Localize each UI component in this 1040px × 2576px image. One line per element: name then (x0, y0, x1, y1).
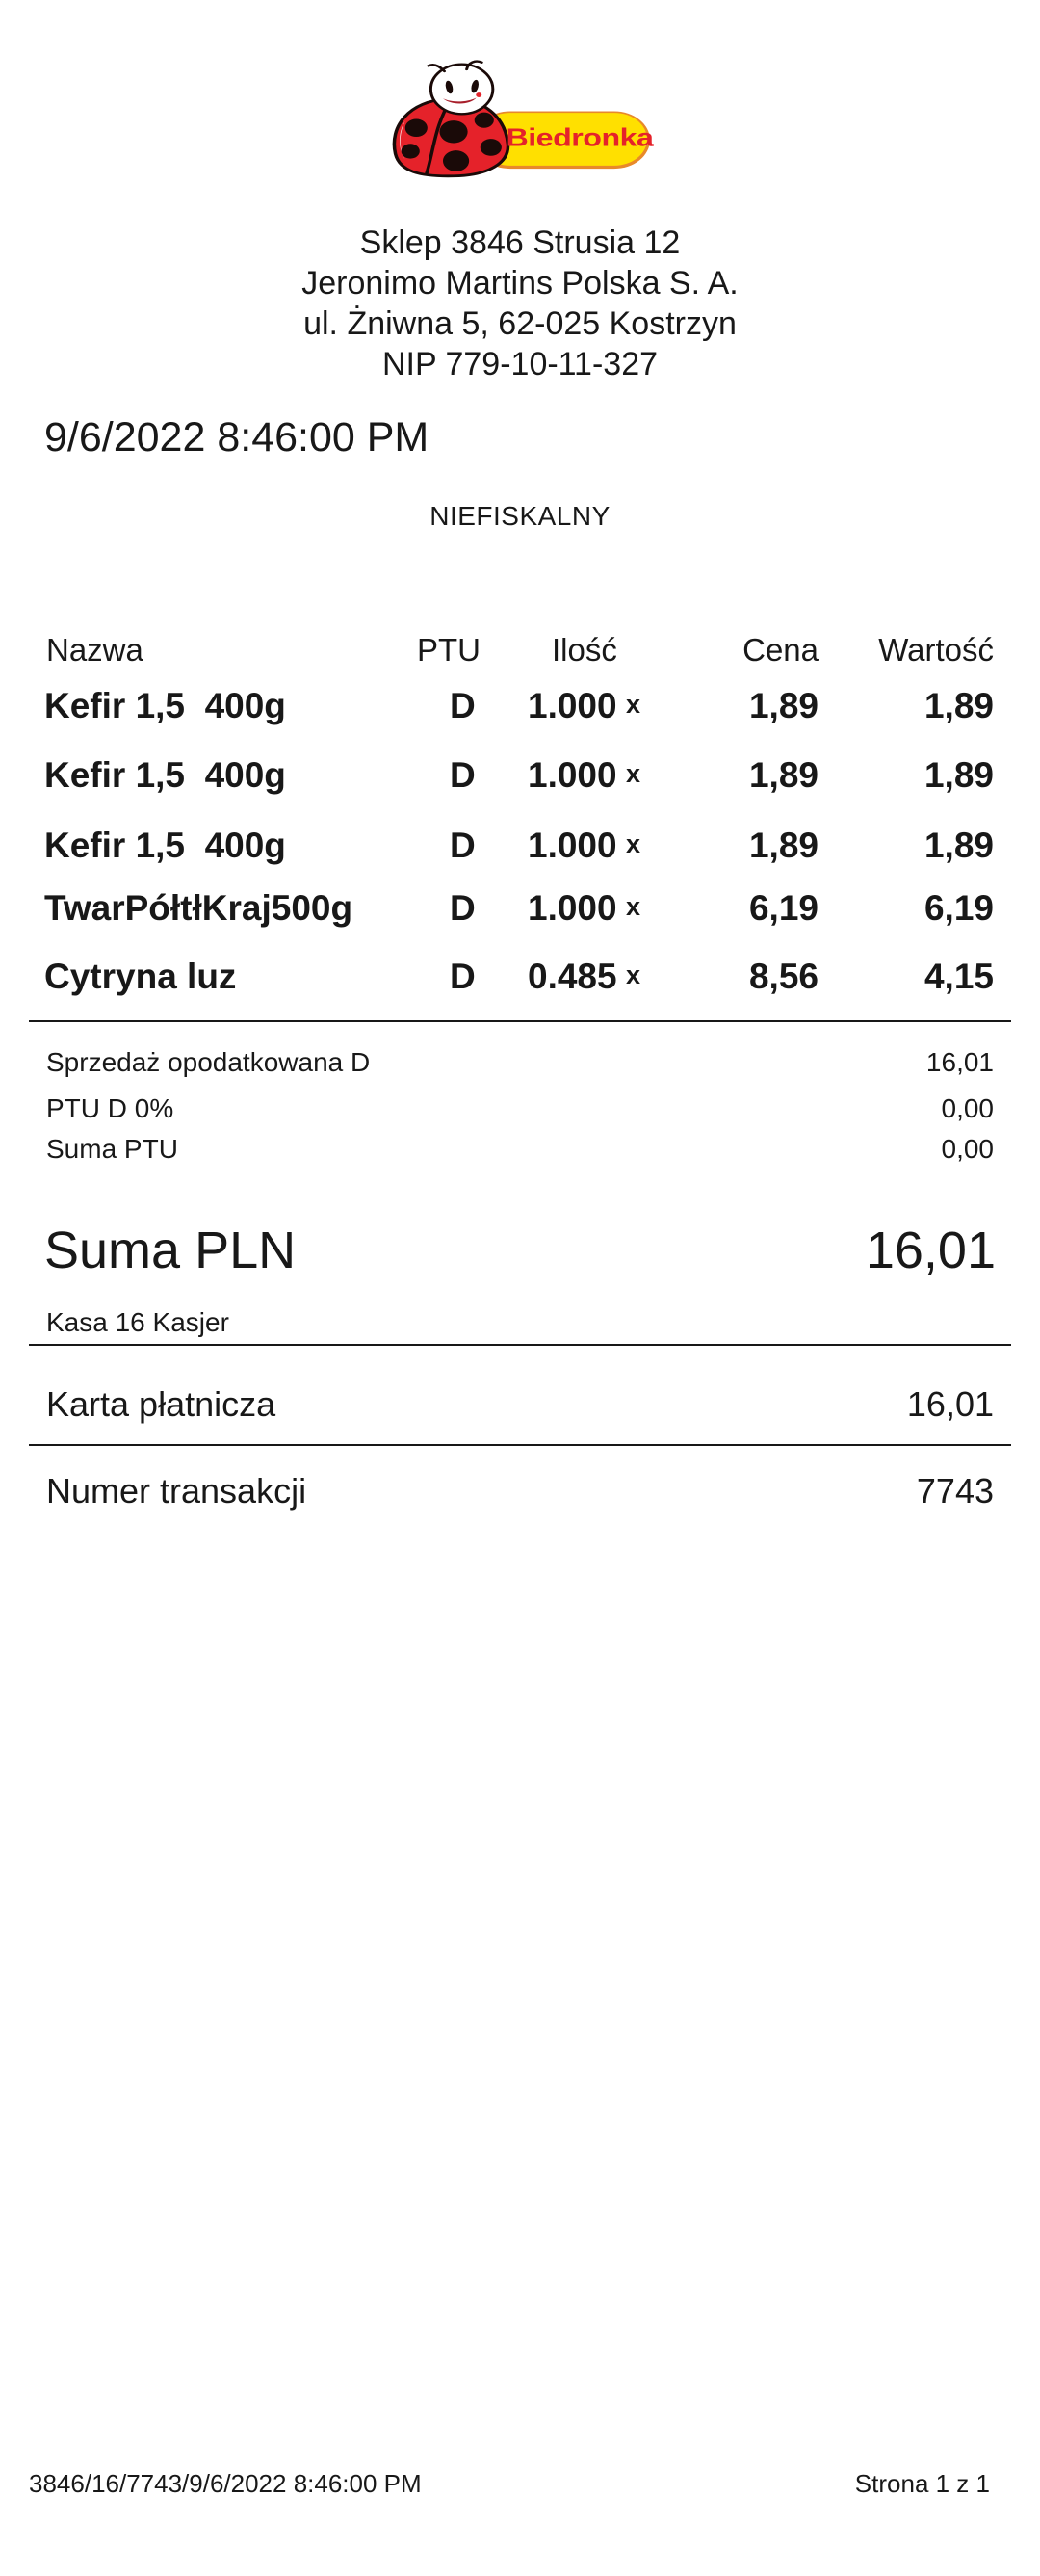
svg-text:Biedronka: Biedronka (506, 125, 654, 152)
